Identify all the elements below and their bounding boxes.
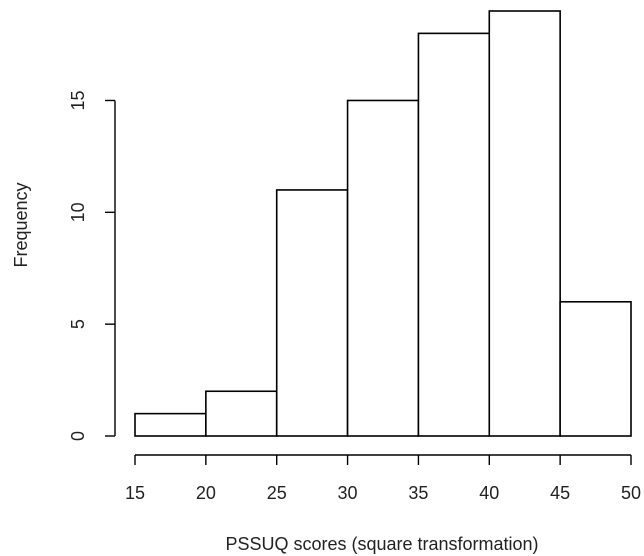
histogram-bar-25-30 — [275, 189, 349, 437]
x-tick-label-25: 25 — [267, 483, 287, 503]
y-tick-label-10: 10 — [68, 202, 88, 222]
y-axis: 0 5 10 15 — [68, 90, 116, 441]
y-axis-title: Frequency — [11, 182, 31, 267]
x-axis-title: PSSUQ scores (square transformation) — [225, 534, 538, 554]
x-tick-label-50: 50 — [621, 483, 641, 503]
y-tick-label-5: 5 — [68, 319, 88, 329]
histogram-bars — [134, 10, 632, 437]
x-tick-label-30: 30 — [338, 483, 358, 503]
x-axis: 15 20 25 30 35 40 45 50 — [125, 454, 641, 503]
x-tick-label-20: 20 — [196, 483, 216, 503]
histogram-bar-35-40 — [417, 32, 491, 437]
x-tick-label-15: 15 — [125, 483, 145, 503]
y-tick-label-0: 0 — [68, 431, 88, 441]
x-tick-label-45: 45 — [550, 483, 570, 503]
histogram-bar-15-20 — [134, 412, 207, 437]
histogram-bar-20-25 — [205, 390, 278, 437]
y-tick-label-15: 15 — [68, 90, 88, 110]
histogram-bar-45-50 — [559, 300, 632, 437]
x-tick-label-35: 35 — [408, 483, 428, 503]
x-tick-label-40: 40 — [479, 483, 499, 503]
histogram-bar-30-35 — [346, 99, 420, 437]
histogram-bar-40-45 — [488, 10, 561, 437]
